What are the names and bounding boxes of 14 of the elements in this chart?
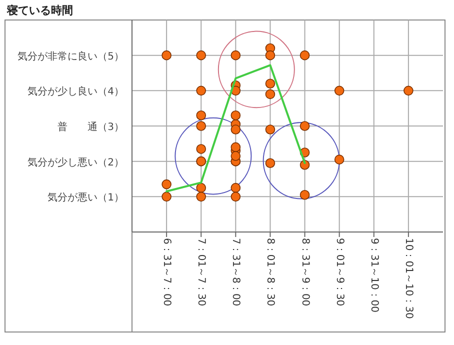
x-tick-label: 7：01～7：30 <box>196 238 207 306</box>
y-tick-label: 気分が非常に良い（5） <box>18 50 124 62</box>
x-tick-label: 8：31～9：00 <box>299 238 310 306</box>
x-tick-label: 8：01～8：30 <box>264 238 276 306</box>
y-tick-label: 気分が少し良い（4） <box>28 86 124 98</box>
x-tick-label: 7：31～8：00 <box>230 238 242 306</box>
y-tick-label: 普 通（3） <box>58 121 124 133</box>
x-tick-label: 9：01～9：30 <box>334 238 345 306</box>
x-tick-label: 6：31～7：00 <box>161 238 172 306</box>
text: 寝ている時間 <box>6 4 73 17</box>
y-tick-label: 気分が悪い（1） <box>48 192 124 204</box>
x-tick-label: 9：31～10：00 <box>368 238 380 313</box>
y-tick-label: 気分が少し悪い（2） <box>28 156 124 168</box>
x-tick-label: 10：01～10：30 <box>402 238 414 319</box>
